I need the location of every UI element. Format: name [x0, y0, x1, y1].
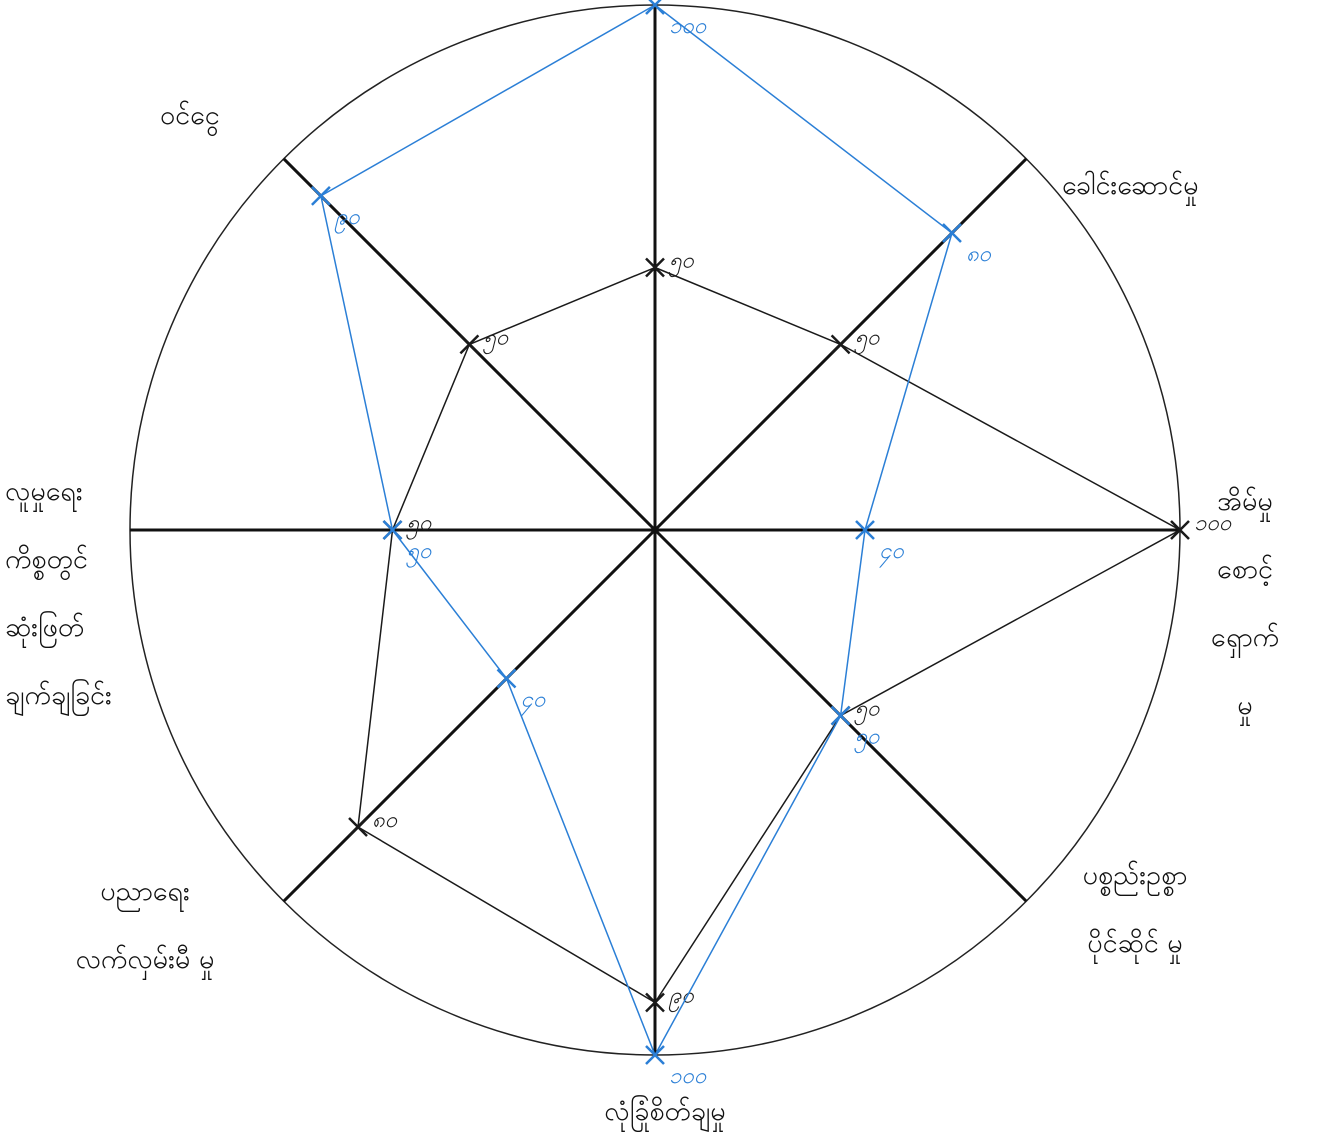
value-label: ၅၀ [854, 725, 880, 754]
value-label: ၅၀ [854, 325, 880, 354]
point-marker [942, 223, 962, 243]
point-marker [830, 705, 851, 726]
value-label: ၅၀ [854, 697, 880, 726]
value-label: ၄၀ [879, 539, 904, 568]
point-marker [830, 334, 851, 355]
value-label: ၅၀ [406, 511, 432, 540]
axis-label: ဝင်ငွေ [160, 100, 220, 131]
point-marker [1170, 520, 1190, 540]
value-label: ၉၀ [334, 205, 360, 234]
value-label: ၁၀၀ [669, 14, 707, 39]
value-label: ၅၀ [406, 539, 432, 568]
axis-spoke [282, 528, 657, 903]
value-label: ၈၀ [372, 808, 398, 833]
value-label: ၄၀ [521, 687, 546, 716]
value-label: ၅၀ [668, 249, 694, 278]
axis-label: လူမှုရေး ကိစ္စတွင် ဆုံးဖြတ် ချက်ချခြင်း [5, 476, 112, 711]
point-marker [496, 668, 517, 689]
value-label: ၅၀ [482, 325, 508, 354]
axis-label: လုံခြုံစိတ်ချမှု [604, 1096, 726, 1127]
axis-label: ပစ္စည်းဥစ္စာ ပိုင်ဆိုင် မှု [1082, 860, 1188, 959]
point-marker [645, 992, 665, 1013]
point-marker [645, 1045, 665, 1065]
point-marker [311, 186, 331, 206]
point-marker [855, 520, 875, 540]
value-label: ၈၀ [966, 242, 992, 267]
point-marker [382, 520, 403, 540]
axis-label: အိမ်မှု စောင့် ရှောက် မှု [1210, 486, 1280, 721]
value-label: ၁၀၀ [669, 1064, 707, 1089]
point-marker [459, 334, 480, 355]
point-marker [645, 0, 665, 15]
axis-label: ခေါင်းဆောင်မှု [1062, 170, 1199, 201]
point-marker [348, 817, 368, 837]
axis-label: ပညာရေး လက်လှမ်းမီ မှု [75, 876, 215, 975]
value-label: ၁၀၀ [1194, 511, 1232, 536]
point-marker [645, 257, 665, 278]
